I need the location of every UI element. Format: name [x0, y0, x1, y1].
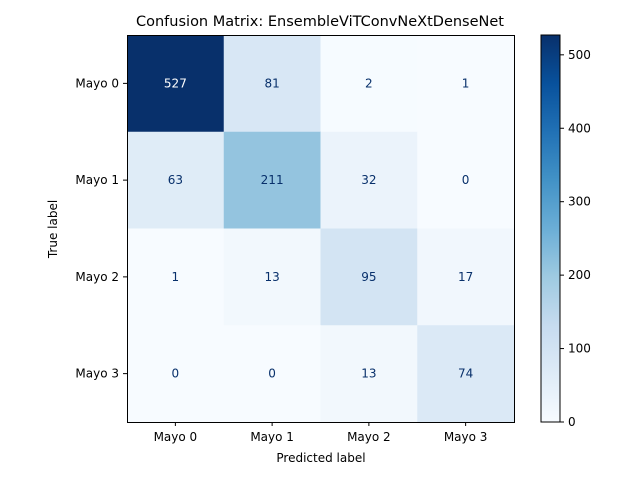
x-axis-label: Predicted label: [276, 451, 365, 465]
heatmap-cell: [417, 325, 515, 423]
heatmap-cell: [417, 131, 515, 229]
y-axis-label: True label: [46, 200, 60, 259]
cell-value-label: 81: [264, 76, 279, 90]
colorbar-tick-label: 200: [568, 268, 591, 282]
cell-value-label: 74: [458, 367, 473, 381]
cell-value-label: 211: [261, 173, 284, 187]
chart-title: Confusion Matrix: EnsembleViTConvNeXtDen…: [136, 14, 504, 30]
cell-value-label: 1: [172, 270, 180, 284]
heatmap-cell: [127, 325, 225, 423]
heatmap-cell: [223, 325, 321, 423]
colorbar-tick-label: 100: [568, 342, 591, 356]
y-tick-label: Mayo 1: [75, 173, 119, 187]
heatmap-cell: [320, 35, 418, 133]
cell-value-label: 1: [462, 76, 470, 90]
x-axis-ticks: Mayo 0 Mayo 1 Mayo 2 Mayo 3: [154, 422, 488, 444]
y-tick-label: Mayo 3: [75, 367, 119, 381]
plot-frame: [127, 35, 515, 423]
colorbar-ticks: 0 100 200 300 400 500: [560, 48, 591, 429]
cell-value-label: 95: [361, 270, 376, 284]
y-tick-label: Mayo 0: [75, 76, 119, 90]
heatmap-cell: [320, 131, 418, 229]
colorbar: [540, 34, 561, 423]
y-axis-ticks: Mayo 0 Mayo 1 Mayo 2 Mayo 3: [75, 76, 127, 381]
x-tick-label: Mayo 1: [250, 430, 294, 444]
heatmap-cell: [127, 228, 225, 326]
heatmap-cell: [417, 35, 515, 133]
cell-value-label: 527: [164, 76, 187, 90]
cell-value-label: 63: [168, 173, 183, 187]
cell-value-label: 2: [365, 76, 373, 90]
heatmap-cell: [320, 325, 418, 423]
y-tick-label: Mayo 2: [75, 270, 119, 284]
x-tick-label: Mayo 3: [444, 430, 488, 444]
colorbar-tick-label: 400: [568, 121, 591, 135]
cell-value-label: 0: [462, 173, 470, 187]
heatmap-cell: [223, 35, 321, 133]
x-tick-label: Mayo 2: [347, 430, 391, 444]
cell-value-label: 0: [268, 367, 276, 381]
cell-value-label: 17: [458, 270, 473, 284]
heatmap-cell: [320, 228, 418, 326]
heatmap-cell: [223, 228, 321, 326]
heatmap-cell: [417, 228, 515, 326]
heatmap-cells: [127, 35, 515, 423]
heatmap-cell-labels: 527 81 2 1 63 211 32 0 1 13 95 17 0 0 13 74: [164, 76, 473, 380]
colorbar-tick-label: 300: [568, 195, 591, 209]
cell-value-label: 0: [172, 367, 180, 381]
heatmap-cell: [127, 131, 225, 229]
colorbar-tick-label: 0: [568, 415, 576, 429]
cell-value-label: 13: [361, 367, 376, 381]
heatmap-cell: [223, 131, 321, 229]
cell-value-label: 32: [361, 173, 376, 187]
cell-value-label: 13: [264, 270, 279, 284]
heatmap-cell: [127, 35, 225, 133]
colorbar-tick-label: 500: [568, 48, 591, 62]
x-tick-label: Mayo 0: [154, 430, 198, 444]
